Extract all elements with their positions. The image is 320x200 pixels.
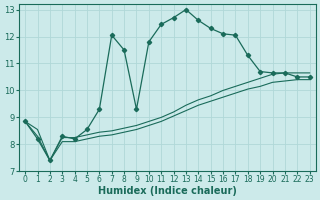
- X-axis label: Humidex (Indice chaleur): Humidex (Indice chaleur): [98, 186, 237, 196]
